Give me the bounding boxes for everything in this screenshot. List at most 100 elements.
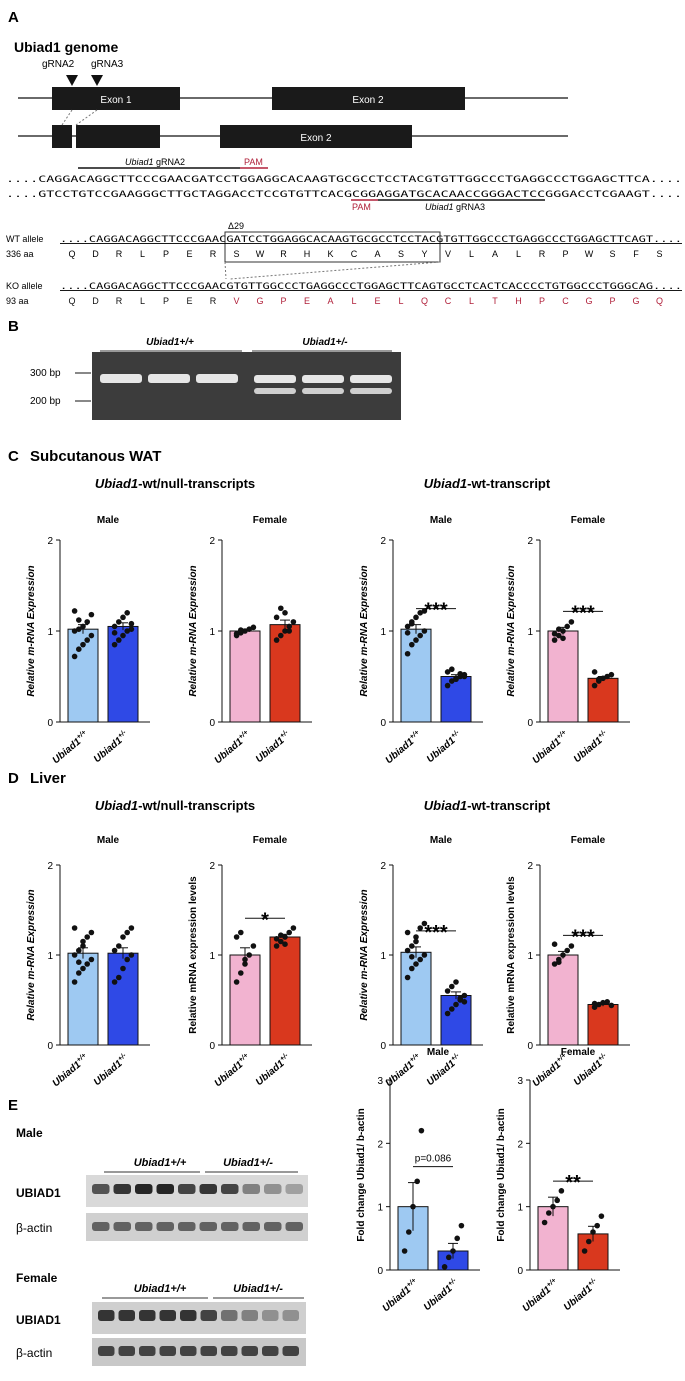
blot-band <box>264 1222 282 1231</box>
chart-title: Female <box>571 515 606 526</box>
data-point <box>600 675 606 682</box>
blot-band <box>180 1310 197 1321</box>
blot-band <box>92 1222 110 1231</box>
ko-aa-residue: V <box>233 296 239 306</box>
gel-band-wt-3 <box>196 374 238 383</box>
data-point <box>410 1203 416 1210</box>
data-point <box>278 605 284 612</box>
ko-aa-residue: P <box>539 296 545 306</box>
sig-label: *** <box>424 922 448 944</box>
data-point <box>84 619 90 625</box>
bar <box>547 954 579 1046</box>
y-tick-label: 0 <box>527 1041 533 1052</box>
chart-title: Female <box>253 835 288 846</box>
blot-band <box>282 1346 299 1356</box>
data-point <box>556 626 562 632</box>
chart-E-male: Male 0 1 2 3 Fold change Ubiad1/ b-actin Ubiad… <box>356 1047 480 1314</box>
data-point <box>124 956 130 963</box>
y-tick-label: 0 <box>47 1041 53 1052</box>
data-point <box>286 929 293 936</box>
data-point <box>120 934 126 940</box>
x-tick-label: Ubiad1+/+ <box>50 1052 91 1089</box>
chart-title: Male <box>427 1047 450 1058</box>
sig-label: p=0.086 <box>415 1154 452 1165</box>
gel-band-het-2-upper <box>302 375 344 383</box>
data-point <box>444 1010 451 1017</box>
wt-aa-residue: S <box>233 249 239 259</box>
ko-exon1a-box <box>52 125 72 148</box>
x-tick-label: Ubiad1+/- <box>91 1052 131 1088</box>
ko-aa-residue: E <box>186 296 192 306</box>
blot-band <box>180 1346 197 1356</box>
ko-exon1b-box <box>76 125 160 148</box>
data-point <box>454 1235 461 1242</box>
x-tick-label-sup: +/+ <box>75 1052 87 1064</box>
y-axis-label: Relative m-RNA Expression <box>506 565 517 696</box>
wt-aa-residue: S <box>609 249 615 259</box>
bar <box>229 954 261 1046</box>
ko-aa-residue: Q <box>68 296 75 306</box>
ko-aa-residue: T <box>492 296 498 306</box>
x-tick-label: Ubiad1+/- <box>421 1277 461 1313</box>
data-point <box>554 1197 560 1204</box>
data-point <box>404 630 411 636</box>
data-point <box>421 628 428 634</box>
data-point <box>406 1229 412 1235</box>
genome-title: Ubiad1 genome <box>14 39 118 55</box>
dna-top-strand: ....CAGGACAGGCTTCCCGAACGATCCTGGAGGCACAAG… <box>6 174 682 185</box>
blot-band <box>221 1310 238 1321</box>
data-point <box>120 632 126 639</box>
bar <box>400 628 432 723</box>
gel-band-het-1-lower <box>254 388 296 394</box>
exon2-box <box>272 87 465 110</box>
chart-C-male-wt: Male 0 1 2 Relative m-RNA Expression Ubiad1+/… <box>359 515 483 766</box>
data-point <box>80 623 86 630</box>
wt-aa-residue: H <box>304 249 311 259</box>
ko-aa-residue: E <box>304 296 310 306</box>
data-point <box>80 965 86 972</box>
gel-band-het-1-upper <box>254 375 296 383</box>
dna-bottom-strand: ....GTCCTGTCCGAAGGGCTTGCTAGGACCTCCGTGTTC… <box>6 189 682 200</box>
data-point <box>116 637 122 643</box>
x-tick-label: Ubiad1+/- <box>571 729 611 765</box>
ko-aa-residue: R <box>116 296 123 306</box>
chart-D-female-total: Female 0 1 2 Relative mRNA expression levels… <box>188 835 312 1089</box>
data-point <box>600 999 606 1006</box>
data-point <box>449 983 455 990</box>
gel-band-het-3-lower <box>350 388 392 394</box>
blot-band <box>199 1184 217 1194</box>
data-point <box>551 630 558 637</box>
blot-band <box>200 1310 217 1321</box>
blot-band <box>98 1310 115 1321</box>
delta29-label: Δ29 <box>228 221 244 231</box>
x-tick-label-sup: +/- <box>450 1052 461 1063</box>
data-point <box>250 624 257 631</box>
blot-band <box>221 1184 239 1194</box>
y-tick-label: 1 <box>377 1203 383 1214</box>
data-point <box>417 610 424 616</box>
blot-male-ubiad1-label: UBIAD1 <box>16 1186 61 1200</box>
data-point <box>71 628 78 634</box>
ko-aa-residue: L <box>351 296 356 306</box>
data-point <box>556 959 562 965</box>
grna3-triangle-icon <box>91 75 103 86</box>
bar <box>229 630 261 723</box>
data-point <box>409 954 415 960</box>
sig-label: ** <box>565 1172 581 1194</box>
data-point <box>450 1248 456 1254</box>
blot-male-group2: Ubiad1+/- <box>223 1157 273 1169</box>
ko-aa-residue: D <box>92 296 99 306</box>
data-point <box>446 1254 452 1261</box>
data-point <box>457 995 464 1001</box>
data-point <box>413 637 419 643</box>
blot-band <box>262 1310 279 1321</box>
y-tick-label: 2 <box>377 1139 383 1150</box>
data-point <box>409 965 415 972</box>
data-point <box>598 1213 605 1219</box>
blot-band <box>135 1222 153 1231</box>
data-point <box>556 632 562 639</box>
y-tick-label: 0 <box>377 1266 383 1277</box>
